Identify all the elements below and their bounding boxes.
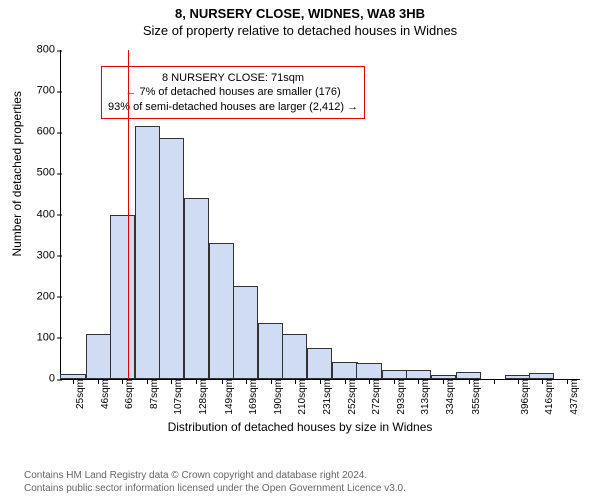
x-tick-label: 149sqm [218, 379, 235, 415]
x-tick-label: 25sqm [69, 379, 86, 409]
histogram-bar [406, 370, 431, 379]
x-tick-label: 190sqm [267, 379, 284, 415]
page-title: 8, NURSERY CLOSE, WIDNES, WA8 3HB [0, 0, 600, 21]
y-tick: 400 [21, 209, 61, 220]
histogram-bar [382, 370, 407, 379]
x-tick-label: 313sqm [414, 379, 431, 415]
footer-line-1: Contains HM Land Registry data © Crown c… [24, 469, 406, 482]
histogram-bar [456, 372, 481, 379]
x-tick-label: 66sqm [118, 379, 135, 409]
histogram-bar [332, 362, 357, 379]
histogram-bar [356, 363, 381, 379]
y-tick: 200 [21, 291, 61, 302]
chart-container: Number of detached properties 8 NURSERY … [0, 40, 600, 440]
x-tick-mark [494, 379, 495, 384]
page-subtitle: Size of property relative to detached ho… [0, 21, 600, 38]
histogram-bar [258, 323, 283, 379]
x-tick-label: 437sqm [563, 379, 580, 415]
y-tick: 500 [21, 168, 61, 179]
y-tick: 600 [21, 127, 61, 138]
footer-line-2: Contains public sector information licen… [24, 482, 406, 495]
x-tick-label: 210sqm [291, 379, 308, 415]
annotation-line-1: 8 NURSERY CLOSE: 71sqm [108, 71, 358, 85]
x-axis-label: Distribution of detached houses by size … [0, 420, 600, 434]
x-tick-label: 107sqm [167, 379, 184, 415]
histogram-bar [110, 215, 135, 380]
x-tick-label: 169sqm [242, 379, 259, 415]
y-tick: 800 [21, 45, 61, 56]
histogram-bar [86, 334, 111, 379]
histogram-bar [209, 243, 234, 379]
x-tick-label: 231sqm [316, 379, 333, 415]
x-tick-label: 87sqm [143, 379, 160, 409]
x-tick-label: 272sqm [365, 379, 382, 415]
x-tick-label: 46sqm [94, 379, 111, 409]
annotation-box: 8 NURSERY CLOSE: 71sqm ← 7% of detached … [101, 66, 365, 119]
histogram-bar [307, 348, 332, 379]
x-tick-label: 416sqm [538, 379, 555, 415]
histogram-bar [282, 334, 307, 379]
y-tick: 300 [21, 250, 61, 261]
annotation-line-3: 93% of semi-detached houses are larger (… [108, 100, 358, 114]
y-tick: 0 [21, 374, 61, 385]
x-tick-label: 355sqm [465, 379, 482, 415]
x-tick-label: 128sqm [192, 379, 209, 415]
subject-marker-line [128, 50, 129, 379]
y-tick: 100 [21, 332, 61, 343]
plot-area: 8 NURSERY CLOSE: 71sqm ← 7% of detached … [60, 50, 580, 380]
histogram-bar [184, 198, 209, 379]
attribution-footer: Contains HM Land Registry data © Crown c… [24, 469, 406, 495]
x-tick-label: 293sqm [390, 379, 407, 415]
histogram-bar [233, 286, 258, 379]
x-tick-label: 396sqm [514, 379, 531, 415]
x-tick-label: 252sqm [341, 379, 358, 415]
histogram-bar [159, 138, 184, 379]
histogram-bar [135, 126, 160, 379]
y-tick: 700 [21, 86, 61, 97]
x-tick-label: 334sqm [439, 379, 456, 415]
annotation-line-2: ← 7% of detached houses are smaller (176… [108, 85, 358, 99]
